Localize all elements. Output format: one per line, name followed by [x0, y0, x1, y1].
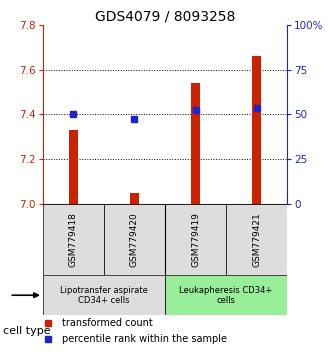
Text: Leukapheresis CD34+
cells: Leukapheresis CD34+ cells: [180, 286, 273, 305]
Bar: [165, 275, 287, 315]
Bar: [226, 204, 287, 275]
Bar: [43, 275, 165, 315]
Text: cell type: cell type: [3, 326, 51, 336]
Text: GSM779420: GSM779420: [130, 212, 139, 267]
Text: GSM779421: GSM779421: [252, 212, 261, 267]
Text: percentile rank within the sample: percentile rank within the sample: [62, 334, 227, 344]
Bar: [104, 204, 165, 275]
Text: GSM779418: GSM779418: [69, 212, 78, 267]
Bar: [191, 83, 200, 204]
Bar: [43, 204, 104, 275]
Bar: [252, 56, 261, 204]
Text: Lipotransfer aspirate
CD34+ cells: Lipotransfer aspirate CD34+ cells: [60, 286, 148, 305]
Bar: [165, 204, 226, 275]
Title: GDS4079 / 8093258: GDS4079 / 8093258: [95, 10, 235, 24]
Bar: [130, 193, 139, 204]
Text: transformed count: transformed count: [62, 318, 153, 328]
Bar: [69, 130, 78, 204]
Text: GSM779419: GSM779419: [191, 212, 200, 267]
